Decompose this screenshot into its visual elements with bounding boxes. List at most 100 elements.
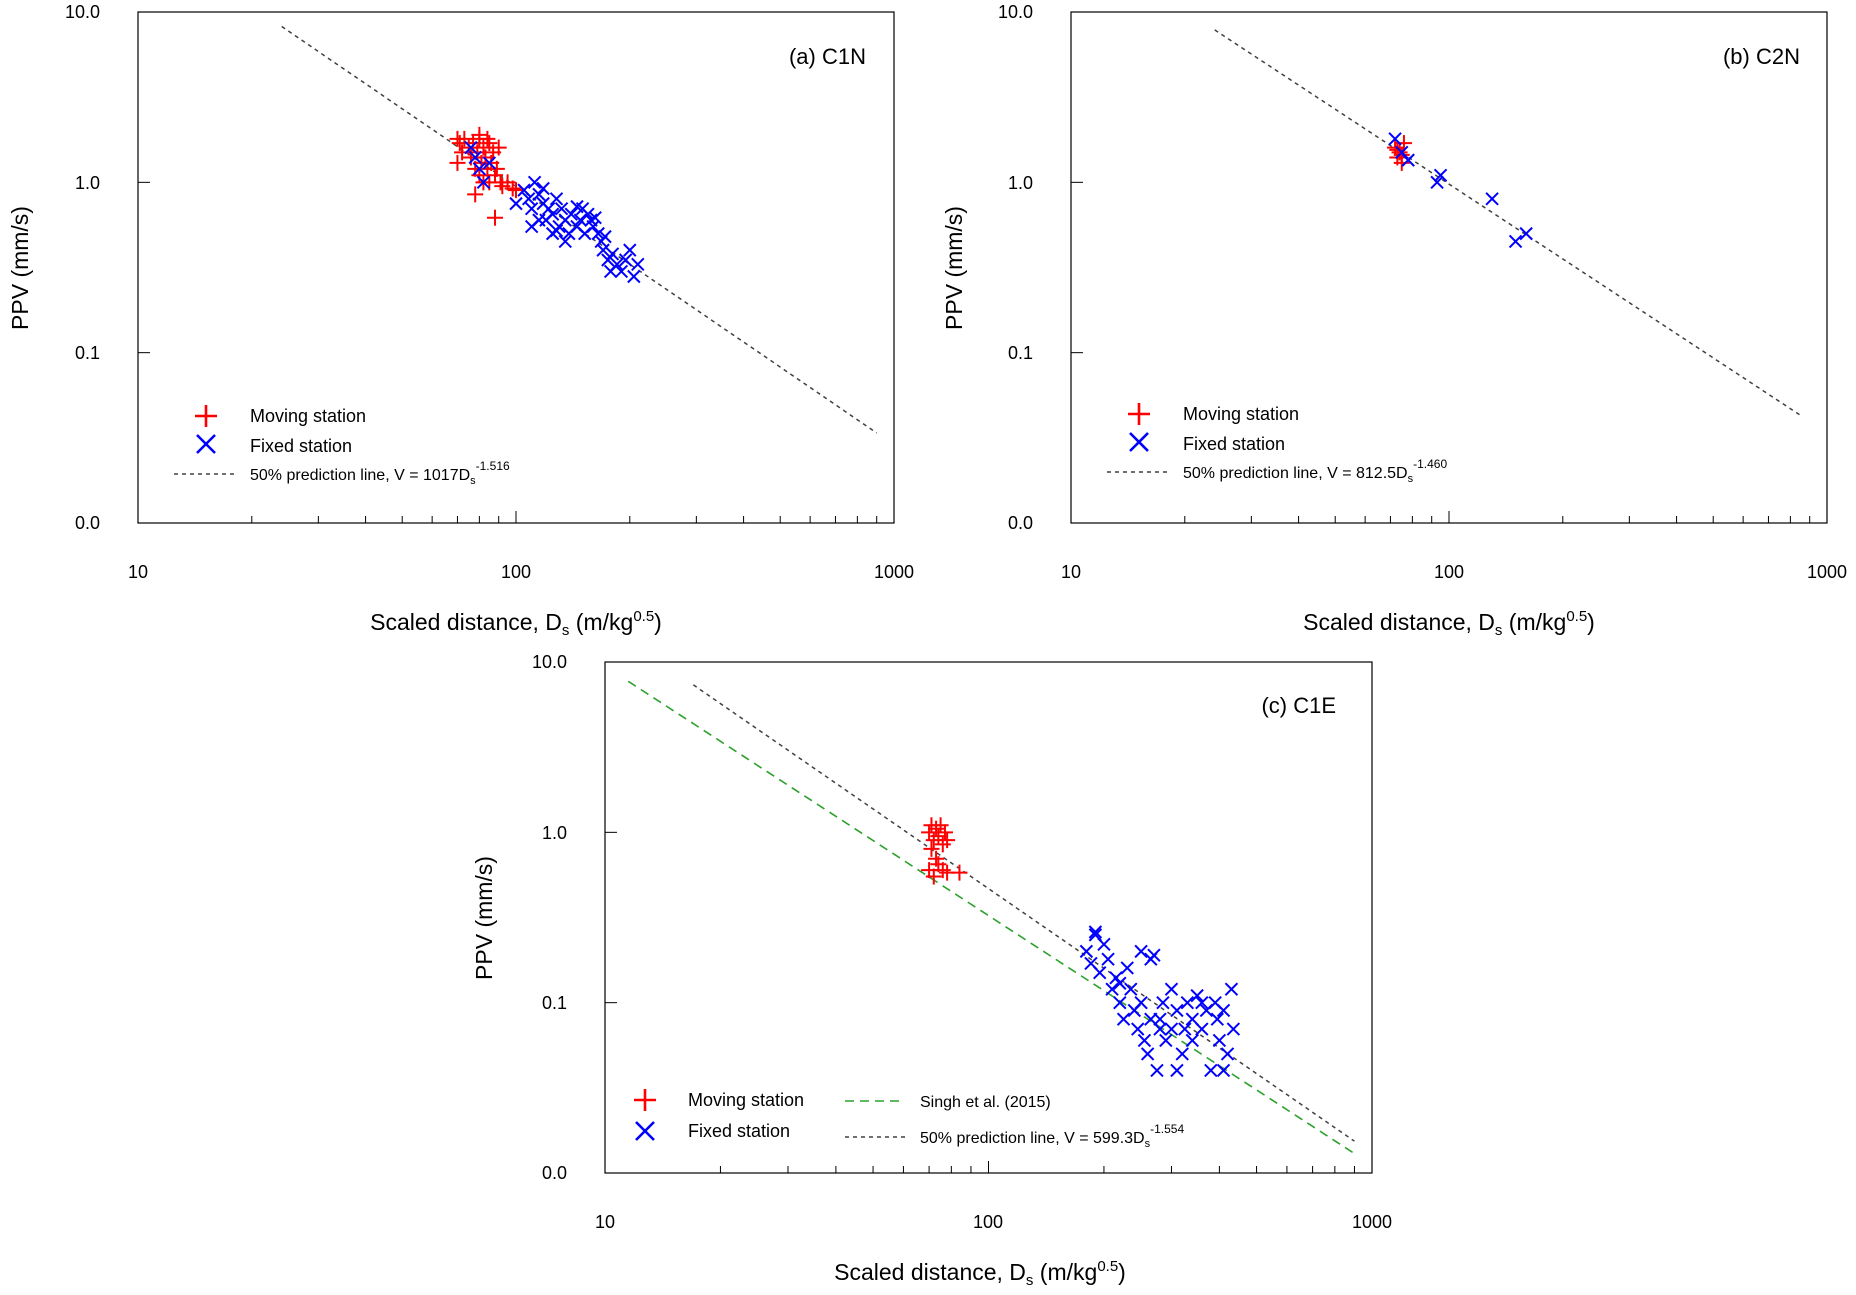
reference-line-singh — [627, 680, 1355, 1155]
y-tick-label: 10.0 — [532, 652, 567, 672]
chart-panel-a: (a) C1N 10.0 1.0 0.1 0.0 10 100 1000 PPV… — [7, 2, 914, 639]
legend-label-prediction-main: 50% prediction line, V = 599.3D — [920, 1130, 1145, 1147]
legend-label-prediction: 50% prediction line, V = 599.3Ds -1.554 — [920, 1122, 1184, 1150]
data-point-fixed — [1164, 1022, 1179, 1036]
x-axis-label-close: ) — [1118, 1259, 1126, 1285]
data-point-moving — [936, 824, 953, 841]
data-point-fixed — [601, 253, 615, 267]
data-point-fixed — [573, 213, 588, 227]
x-axis-label-sub: s — [1026, 1272, 1034, 1289]
data-point-fixed — [524, 219, 539, 234]
data-point-fixed — [1150, 1063, 1164, 1078]
data-point-fixed — [1101, 952, 1115, 966]
data-point-fixed — [610, 257, 624, 272]
legend-label-fixed: Fixed station — [250, 436, 352, 456]
legend-marker-moving — [195, 405, 217, 427]
prediction-line — [1214, 29, 1801, 416]
data-point-fixed — [464, 140, 478, 155]
x-axis-label-main: Scaled distance, D — [834, 1259, 1026, 1285]
data-point-moving — [1391, 144, 1408, 161]
chart-marks — [137, 11, 895, 524]
data-point-fixed — [1093, 965, 1107, 980]
y-axis-label: PPV (mm/s) — [471, 856, 497, 980]
x-tick-label: 1000 — [1807, 562, 1847, 582]
y-tick-label: 10.0 — [65, 2, 100, 22]
legend-marker-moving — [634, 1089, 656, 1111]
legend-label-moving: Moving station — [1183, 404, 1299, 424]
y-tick-label: 1.0 — [1008, 173, 1033, 193]
legend-marker-fixed — [1129, 432, 1149, 452]
data-point-moving — [934, 836, 951, 853]
data-point-fixed — [1195, 995, 1209, 1010]
data-point-fixed — [1204, 1063, 1218, 1078]
legend-label-prediction-main: 50% prediction line, V = 1017D — [250, 467, 470, 484]
x-axis-label-sup: 0.5 — [1566, 608, 1587, 625]
data-point-fixed — [1113, 976, 1127, 990]
y-tick-label: 0.0 — [75, 513, 100, 533]
data-point-fixed — [524, 202, 539, 216]
chart-panel-b: (b) C2N 10.0 1.0 0.1 0.0 10 100 1000 PPV… — [941, 2, 1847, 639]
data-point-fixed — [1388, 132, 1402, 146]
data-point-fixed — [1134, 944, 1148, 959]
data-point-fixed — [1159, 1033, 1173, 1048]
data-point-moving — [934, 862, 951, 879]
data-point-moving — [928, 850, 945, 867]
y-tick-label: 1.0 — [542, 823, 567, 843]
data-point-fixed — [482, 156, 497, 170]
data-point-fixed — [1137, 1033, 1152, 1048]
legend-label-moving: Moving station — [250, 406, 366, 426]
data-point-fixed — [564, 207, 578, 221]
data-point-fixed — [1224, 982, 1239, 996]
legend-marker-moving — [1128, 403, 1150, 425]
data-point-moving — [508, 182, 524, 199]
x-axis-label-main: Scaled distance, D — [370, 609, 562, 635]
legend-label-prediction-sub: s — [470, 475, 476, 487]
data-point-moving — [467, 186, 484, 203]
x-axis-label: Scaled distance, Ds (m/kg0.5) — [1303, 608, 1595, 639]
y-tick-label: 0.1 — [542, 993, 567, 1013]
legend-label-prediction: 50% prediction line, V = 1017Ds-1.516 — [250, 459, 510, 487]
x-axis-label-sup: 0.5 — [633, 608, 654, 625]
data-point-moving — [471, 126, 488, 143]
data-point-fixed — [588, 210, 602, 225]
data-point-fixed — [1430, 175, 1444, 190]
chart-title: (b) C2N — [1723, 44, 1800, 69]
x-axis-label-sup: 0.5 — [1097, 1258, 1118, 1275]
legend-label-prediction-sup: -1.516 — [476, 459, 510, 473]
data-point-moving — [930, 828, 947, 845]
data-point-fixed — [509, 196, 523, 211]
data-point-fixed — [1144, 952, 1158, 966]
data-point-fixed — [1226, 1022, 1241, 1036]
x-axis-label: Scaled distance, Ds (m/kg0.5) — [834, 1258, 1126, 1289]
data-point-fixed — [521, 192, 536, 206]
data-point-fixed — [1180, 995, 1195, 1010]
legend-marker-fixed — [196, 434, 216, 454]
data-point-fixed — [614, 264, 629, 279]
x-axis-label-close: ) — [654, 609, 662, 635]
data-point-moving — [932, 817, 949, 834]
data-point-fixed — [545, 207, 560, 221]
data-point-fixed — [1140, 1047, 1155, 1061]
data-point-moving — [504, 180, 521, 197]
data-point-fixed — [1153, 1022, 1167, 1036]
y-tick-label: 0.1 — [1008, 343, 1033, 363]
x-tick-label: 100 — [1434, 562, 1464, 582]
data-point-fixed — [1156, 995, 1170, 1010]
legend-label-fixed: Fixed station — [688, 1121, 790, 1141]
data-point-fixed — [1120, 961, 1134, 975]
chart-panel-c: (c) C1E 10.0 1.0 0.1 0.0 10 100 1000 PPV… — [471, 652, 1392, 1289]
data-point-fixed — [532, 187, 546, 202]
data-point-fixed — [554, 202, 569, 216]
data-point-fixed — [1105, 982, 1119, 996]
data-point-fixed — [631, 257, 645, 272]
data-point-fixed — [1170, 1063, 1184, 1078]
x-tick-labels: 10 100 1000 — [1061, 562, 1847, 582]
data-point-fixed — [598, 229, 612, 244]
data-point-fixed — [605, 247, 620, 261]
data-point-fixed — [1190, 988, 1204, 1003]
data-point-fixed — [1097, 937, 1111, 952]
x-tick-label: 1000 — [1352, 1212, 1392, 1232]
chart-title: (a) C1N — [789, 44, 866, 69]
y-axis-label: PPV (mm/s) — [7, 206, 33, 330]
